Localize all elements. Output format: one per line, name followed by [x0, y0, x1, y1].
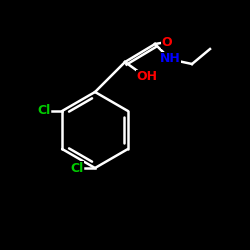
Text: O: O	[162, 36, 172, 49]
Text: NH: NH	[160, 52, 180, 66]
Text: OH: OH	[136, 70, 158, 84]
Text: Cl: Cl	[38, 104, 51, 118]
Text: Cl: Cl	[70, 162, 84, 174]
